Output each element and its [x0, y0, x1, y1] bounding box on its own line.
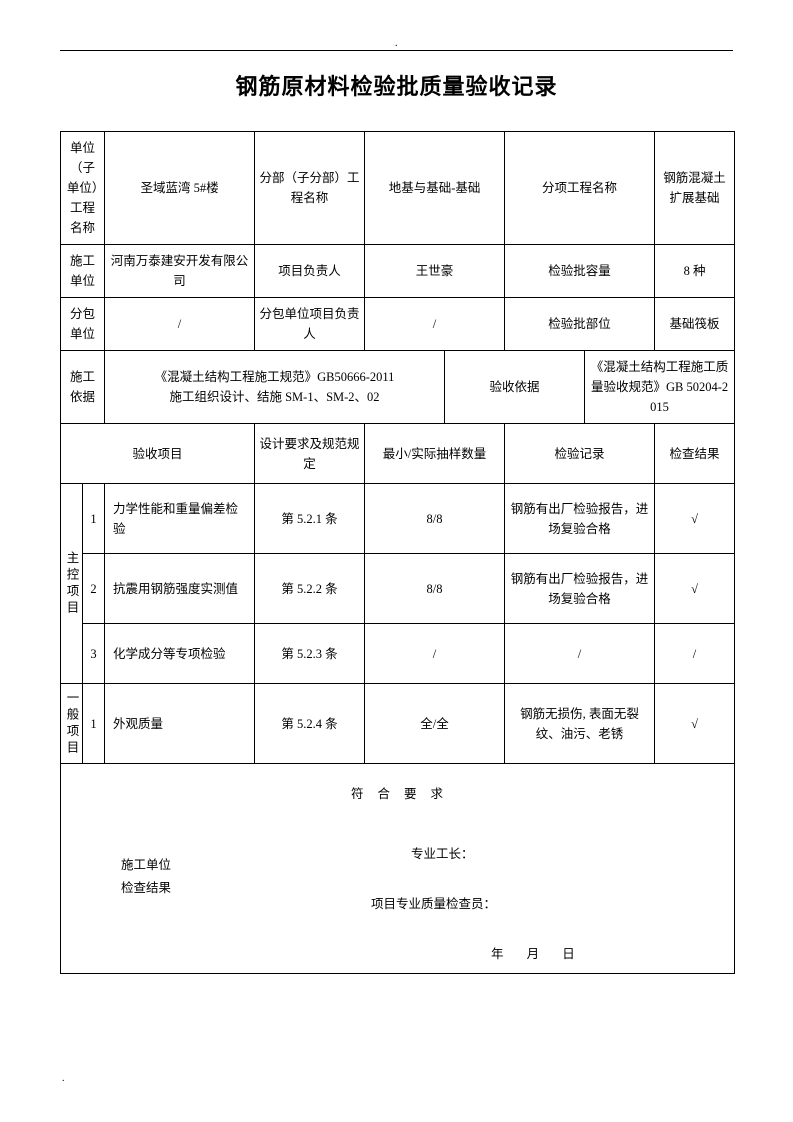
sig-left-1: 施工单位: [121, 858, 171, 872]
main-item-row: 3 化学成分等专项检验 第 5.2.3 条 / / /: [61, 624, 735, 684]
group-main-label: 主控项目: [61, 484, 83, 684]
hdr-div-label: 分部（子分部）工程名称: [255, 132, 365, 245]
col-result: 检查结果: [655, 424, 735, 484]
main-record-2: 钢筋有出厂检验报告，进场复验合格: [505, 554, 655, 624]
sig-date: 年 月 日: [491, 944, 585, 964]
col-item: 验收项目: [61, 424, 255, 484]
col-spec: 设计要求及规范规定: [255, 424, 365, 484]
hdr-subpm-value: /: [365, 298, 505, 351]
hdr-subcon-value: /: [105, 298, 255, 351]
gen-record-1: 钢筋无损伤, 表面无裂纹、油污、老锈: [505, 684, 655, 764]
inspection-table: 单位（子单位）工程名称 圣域蓝湾 5#楼 分部（子分部）工程名称 地基与基础-基…: [60, 131, 735, 974]
page-marker-top: .: [395, 38, 398, 49]
main-name-1: 力学性能和重量偏差检验: [105, 484, 255, 554]
hdr-pm-value: 王世豪: [365, 245, 505, 298]
col-record: 检验记录: [505, 424, 655, 484]
hdr-contractor-value: 河南万泰建安开发有限公司: [105, 245, 255, 298]
header-row-3: 分包单位 / 分包单位项目负责人 / 检验批部位 基础筏板: [61, 298, 735, 351]
main-no-3: 3: [83, 624, 105, 684]
signature-block: 施工单位 检查结果 符合要求 专业工长： 项目专业质量检查员： 年 月 日: [61, 764, 735, 974]
main-result-1: √: [655, 484, 735, 554]
gen-spec-1: 第 5.2.4 条: [255, 684, 365, 764]
main-sample-2: 8/8: [365, 554, 505, 624]
column-header-row: 验收项目 设计要求及规范规定 最小/实际抽样数量 检验记录 检查结果: [61, 424, 735, 484]
hdr-part-label: 检验批部位: [505, 298, 655, 351]
sig-left-label: 施工单位 检查结果: [121, 854, 171, 899]
hdr-pm-label: 项目负责人: [255, 245, 365, 298]
hdr-basis-acc-label: 验收依据: [445, 351, 585, 424]
hdr-basis-acc-value: 《混凝土结构工程施工质量验收规范》GB 50204-2015: [585, 351, 735, 424]
hdr-part-value: 基础筏板: [655, 298, 735, 351]
page-marker-bottom: .: [62, 1073, 65, 1084]
main-spec-1: 第 5.2.1 条: [255, 484, 365, 554]
main-name-3: 化学成分等专项检验: [105, 624, 255, 684]
main-no-2: 2: [83, 554, 105, 624]
group-general-label: 一般项目: [61, 684, 83, 764]
sig-foreman: 专业工长：: [411, 844, 474, 864]
main-no-1: 1: [83, 484, 105, 554]
top-rule: [60, 50, 733, 51]
hdr-basis-con-value: 《混凝土结构工程施工规范》GB50666-2011 施工组织设计、结施 SM-1…: [105, 351, 445, 424]
hdr-capacity-value: 8 种: [655, 245, 735, 298]
main-item-row: 2 抗震用钢筋强度实测值 第 5.2.2 条 8/8 钢筋有出厂检验报告，进场复…: [61, 554, 735, 624]
hdr-div-value: 地基与基础-基础: [365, 132, 505, 245]
hdr-unit-value: 圣域蓝湾 5#楼: [105, 132, 255, 245]
hdr-contractor-label: 施工单位: [61, 245, 105, 298]
hdr-sub-label: 分项工程名称: [505, 132, 655, 245]
main-item-row: 主控项目 1 力学性能和重量偏差检验 第 5.2.1 条 8/8 钢筋有出厂检验…: [61, 484, 735, 554]
main-result-2: √: [655, 554, 735, 624]
main-spec-3: 第 5.2.3 条: [255, 624, 365, 684]
main-result-3: /: [655, 624, 735, 684]
hdr-basis-con-label: 施工依据: [61, 351, 105, 424]
header-row-1: 单位（子单位）工程名称 圣域蓝湾 5#楼 分部（子分部）工程名称 地基与基础-基…: [61, 132, 735, 245]
page-title: 钢筋原材料检验批质量验收记录: [60, 69, 733, 101]
sig-requirement: 符合要求: [351, 784, 457, 804]
hdr-unit-label: 单位（子单位）工程名称: [61, 132, 105, 245]
hdr-capacity-label: 检验批容量: [505, 245, 655, 298]
header-row-4: 施工依据 《混凝土结构工程施工规范》GB50666-2011 施工组织设计、结施…: [61, 351, 735, 424]
main-sample-1: 8/8: [365, 484, 505, 554]
main-record-3: /: [505, 624, 655, 684]
main-record-1: 钢筋有出厂检验报告，进场复验合格: [505, 484, 655, 554]
gen-no-1: 1: [83, 684, 105, 764]
gen-name-1: 外观质量: [105, 684, 255, 764]
signature-row: 施工单位 检查结果 符合要求 专业工长： 项目专业质量检查员： 年 月 日: [61, 764, 735, 974]
main-sample-3: /: [365, 624, 505, 684]
col-sample: 最小/实际抽样数量: [365, 424, 505, 484]
hdr-subcon-label: 分包单位: [61, 298, 105, 351]
sig-inspector: 项目专业质量检查员：: [371, 894, 496, 914]
gen-result-1: √: [655, 684, 735, 764]
general-item-row: 一般项目 1 外观质量 第 5.2.4 条 全/全 钢筋无损伤, 表面无裂纹、油…: [61, 684, 735, 764]
gen-sample-1: 全/全: [365, 684, 505, 764]
sig-left-2: 检查结果: [121, 881, 171, 895]
hdr-subpm-label: 分包单位项目负责人: [255, 298, 365, 351]
main-name-2: 抗震用钢筋强度实测值: [105, 554, 255, 624]
hdr-sub-value: 钢筋混凝土扩展基础: [655, 132, 735, 245]
main-spec-2: 第 5.2.2 条: [255, 554, 365, 624]
header-row-2: 施工单位 河南万泰建安开发有限公司 项目负责人 王世豪 检验批容量 8 种: [61, 245, 735, 298]
